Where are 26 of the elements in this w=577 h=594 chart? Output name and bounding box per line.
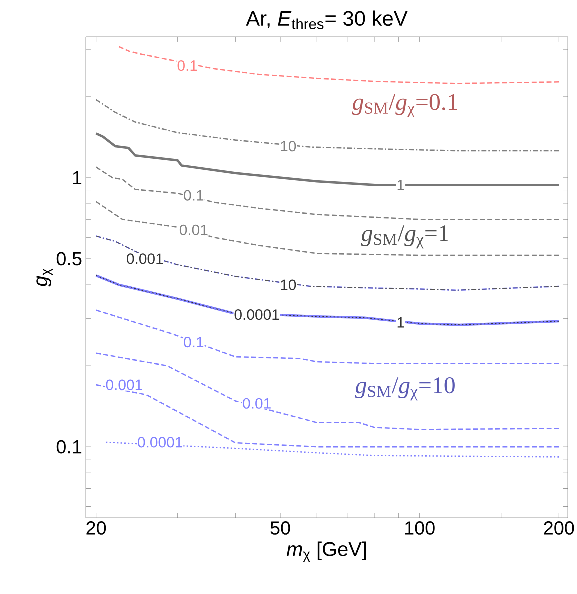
y-tick-label: 1: [73, 171, 82, 184]
x-tick-label: 50: [270, 522, 290, 535]
annotation: 0.0001: [234, 310, 280, 320]
y-tick-label: 0.1: [56, 440, 82, 454]
annotation: 0.0001: [138, 437, 182, 448]
annotation: 0.001: [127, 254, 164, 264]
x-axis-title: m$_{χ}$ [GeV]: [286, 542, 366, 562]
annotation: 1: [398, 317, 404, 328]
x-tick-label: 20: [86, 522, 106, 535]
annotation: g$_{SM}$/g$_{χ}$=1: [361, 226, 448, 249]
annotation: 10: [281, 280, 296, 290]
chart-title: Ar, E$_{thres}$= 30 keV: [246, 10, 408, 30]
x-tick-label: 200: [544, 522, 574, 535]
annotation: 10: [281, 141, 296, 152]
annotation: 0.001: [106, 380, 142, 390]
y-axis-title: g$_{χ}$: [36, 268, 54, 287]
annotation: 0.01: [243, 398, 271, 409]
annotation: g$_{SM}$/g$_{χ}$=0.1: [352, 94, 458, 118]
annotation: 1: [398, 180, 404, 190]
annotation: 0.1: [184, 337, 204, 348]
annotation: 0.01: [180, 224, 208, 236]
annotation: 0.1: [184, 190, 204, 201]
annotation: 0.1: [178, 60, 198, 72]
y-tick-label: 0.5: [56, 252, 82, 266]
x-tick-label: 100: [405, 522, 435, 535]
annotation: g$_{SM}$/g$_{χ}$=10: [355, 377, 455, 401]
